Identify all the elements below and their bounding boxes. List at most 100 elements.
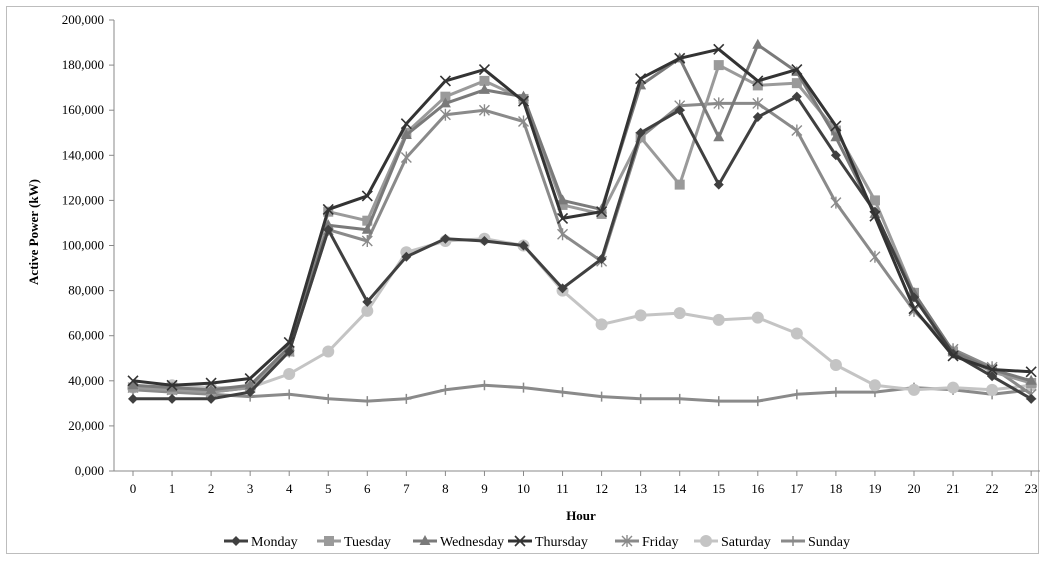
data-point-thursday: [869, 210, 881, 222]
x-tick-label: 10: [517, 481, 530, 496]
data-point-friday: [830, 196, 842, 209]
data-point-monday: [596, 254, 607, 265]
series-line-sunday: [132, 383, 1032, 403]
legend-label: Wednesday: [440, 535, 504, 550]
data-point-sunday: [284, 389, 295, 400]
data-point-saturday: [868, 379, 881, 392]
data-point-saturday: [634, 309, 647, 322]
data-point-wednesday: [244, 379, 256, 390]
data-point-thursday: [1025, 366, 1037, 378]
data-point-thursday: [947, 350, 959, 362]
x-tick-label: 22: [986, 481, 999, 496]
data-point-saturday: [908, 383, 920, 396]
series-line-tuesday: [132, 63, 1032, 394]
x-tick-label: 19: [868, 481, 881, 496]
data-point-monday: [401, 251, 412, 262]
legend: Monday Tuesday Wednesday Thursday Friday Satu…: [224, 535, 850, 550]
legend-label: Thursday: [535, 535, 588, 550]
x-tick-label: 5: [325, 481, 332, 496]
legend-item-wednesday: Wednesday: [413, 535, 504, 550]
data-point-wednesday: [1025, 374, 1037, 385]
data-point-monday: [206, 393, 217, 404]
series-line-saturday: [132, 237, 1032, 392]
data-point-saturday: [712, 313, 725, 326]
data-point-monday: [987, 371, 998, 382]
legend-marker: [621, 535, 633, 547]
x-tick-label: 20: [908, 481, 921, 496]
data-point-sunday: [674, 393, 685, 404]
data-point-thursday: [986, 363, 998, 376]
data-point-sunday: [752, 396, 763, 407]
data-point-tuesday: [479, 75, 490, 86]
data-point-tuesday: [674, 179, 685, 190]
data-point-wednesday: [361, 223, 373, 234]
legend-marker: [700, 535, 712, 547]
data-point-wednesday: [439, 97, 451, 108]
data-point-monday: [1026, 393, 1037, 404]
data-point-sunday: [635, 393, 646, 404]
data-point-monday: [557, 283, 568, 294]
data-point-thursday: [830, 120, 842, 132]
legend-item-monday: Monday: [224, 535, 298, 550]
data-point-monday: [518, 240, 529, 251]
x-tick-label: 0: [130, 481, 137, 496]
data-point-sunday: [401, 393, 412, 404]
data-point-sunday: [791, 389, 802, 400]
x-axis-title: Hour: [566, 508, 596, 523]
data-point-saturday: [829, 359, 842, 372]
data-point-thursday: [166, 379, 178, 391]
data-point-thursday: [322, 203, 334, 215]
data-point-thursday: [283, 336, 295, 349]
x-tick-label: 17: [790, 481, 804, 496]
data-point-monday: [674, 105, 685, 116]
y-tick-label: 140,000: [62, 147, 104, 162]
data-point-saturday: [283, 368, 296, 381]
data-point-monday: [830, 150, 841, 161]
data-point-tuesday: [752, 80, 763, 91]
y-tick-label: 60,000: [68, 328, 104, 343]
x-tick-label: 7: [403, 481, 410, 496]
data-point-monday: [635, 127, 646, 138]
data-point-thursday: [400, 118, 412, 130]
data-point-thursday: [596, 206, 608, 218]
y-tick-label: 180,000: [62, 57, 104, 72]
data-point-wednesday: [205, 383, 217, 394]
data-point-friday: [869, 250, 881, 263]
data-point-sunday: [518, 382, 529, 393]
data-point-wednesday: [322, 219, 334, 230]
data-point-thursday: [205, 377, 217, 389]
legend-item-thursday: Thursday: [508, 535, 588, 550]
data-point-monday: [362, 296, 373, 307]
data-point-sunday: [479, 380, 490, 391]
series-line-thursday: [132, 47, 1032, 387]
legend-label: Saturday: [721, 535, 771, 550]
data-point-friday: [791, 124, 803, 137]
x-tick-label: 16: [751, 481, 765, 496]
data-point-saturday: [986, 383, 999, 396]
legend-marker: [231, 536, 241, 546]
data-point-saturday: [751, 311, 764, 324]
y-tick-label: 20,000: [68, 418, 104, 433]
x-tick-label: 8: [442, 481, 449, 496]
data-point-monday: [323, 224, 334, 235]
x-tick-label: 14: [673, 481, 687, 496]
plot-area: [127, 38, 1038, 407]
x-tick-label: 21: [947, 481, 960, 496]
data-point-tuesday: [791, 78, 802, 89]
data-point-wednesday: [127, 379, 139, 390]
legend-marker: [788, 536, 798, 546]
data-point-tuesday: [362, 215, 373, 226]
data-point-friday: [439, 108, 451, 121]
x-tick-label: 1: [169, 481, 176, 496]
data-point-monday: [752, 111, 763, 122]
data-point-tuesday: [869, 195, 880, 206]
data-point-sunday: [713, 396, 724, 407]
data-point-wednesday: [478, 83, 490, 94]
data-point-tuesday: [830, 125, 841, 136]
y-tick-label: 80,000: [68, 283, 104, 298]
data-point-sunday: [830, 387, 841, 398]
data-point-sunday: [596, 391, 607, 402]
data-point-friday: [557, 228, 569, 241]
data-point-wednesday: [283, 340, 295, 351]
